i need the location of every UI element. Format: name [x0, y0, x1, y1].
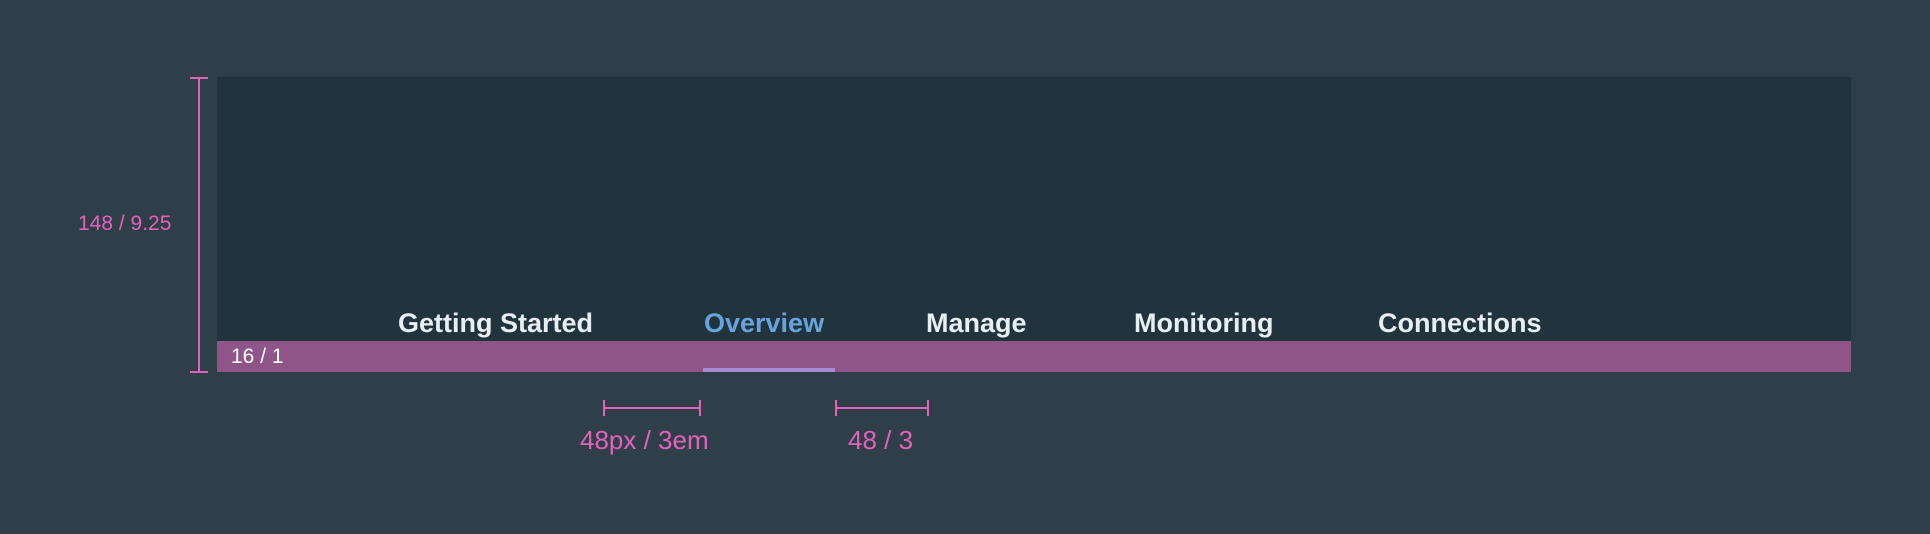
tab-monitoring[interactable]: Monitoring — [1134, 308, 1274, 338]
height-measure-cap-top — [190, 77, 208, 79]
tab-manage[interactable]: Manage — [926, 308, 1027, 338]
gap-measure-line-2 — [836, 407, 928, 409]
tab-connections[interactable]: Connections — [1378, 308, 1542, 338]
gap-measure-tick-2b — [927, 400, 929, 416]
gap-measure-tick-2a — [835, 400, 837, 416]
height-measure-line — [198, 78, 200, 372]
gap-measure-tick-1b — [699, 400, 701, 416]
height-measure-label: 148 / 9.25 — [78, 212, 172, 235]
baseline-band — [217, 341, 1851, 372]
gap-measure-line-1 — [604, 407, 700, 409]
baseline-label: 16 / 1 — [231, 345, 284, 368]
gap-measure-tick-1a — [603, 400, 605, 416]
height-measure-cap-bottom — [190, 371, 208, 373]
gap-measure-label-1: 48px / 3em — [580, 425, 709, 455]
tab-getting-started[interactable]: Getting Started — [398, 308, 594, 338]
tab-overview[interactable]: Overview — [704, 308, 825, 338]
active-tab-indicator — [703, 368, 835, 372]
nav-frame — [217, 77, 1851, 372]
gap-measure-label-2: 48 / 3 — [848, 425, 914, 455]
